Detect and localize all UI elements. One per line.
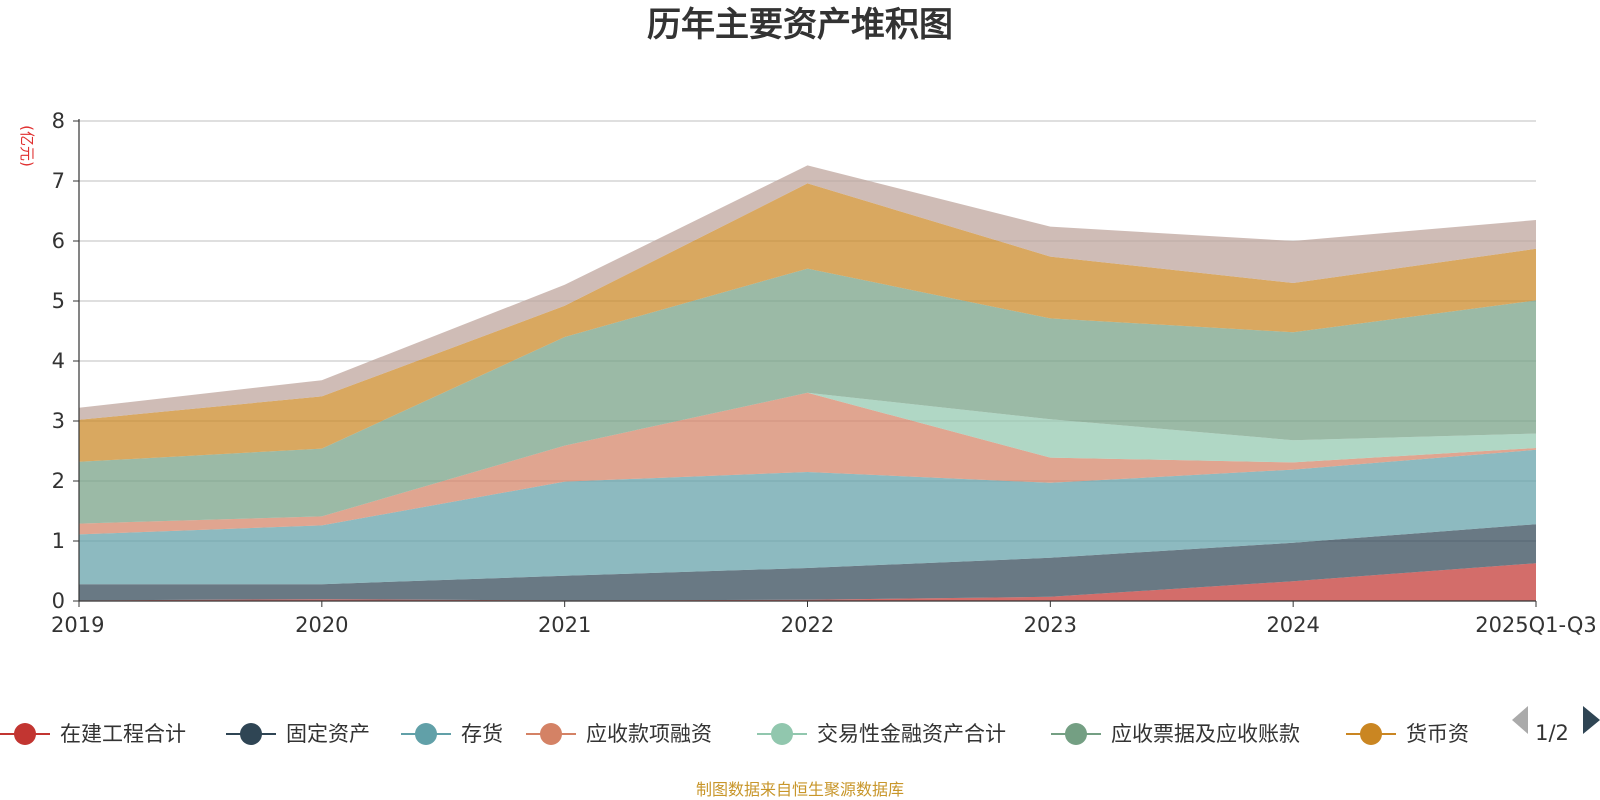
x-tick-label: 2020 [295,613,348,637]
legend-item[interactable]: 在建工程合计 [0,722,186,746]
legend-marker [1065,723,1087,745]
x-tick-label: 2023 [1024,613,1077,637]
area-series-2 [79,449,1536,585]
x-tick-label: 2021 [538,613,591,637]
y-tick-label: 7 [52,169,65,193]
legend-marker [415,723,437,745]
y-tick-label: 4 [52,349,65,373]
legend-label: 交易性金融资产合计 [817,722,1006,746]
stacked-areas [79,165,1536,601]
x-tick-label: 2019 [51,613,104,637]
y-tick-label: 3 [52,409,65,433]
y-axis-unit-label: (亿元) [18,125,36,167]
legend-page-indicator: 1/2 [1535,721,1569,745]
legend-item[interactable]: 应收款项融资 [526,722,712,746]
legend-marker [1360,723,1382,745]
legend-pager: 1/2 [1512,706,1600,745]
area-series-4 [79,392,1536,524]
y-tick-label: 1 [52,529,65,553]
x-tick-label: 2024 [1266,613,1319,637]
axes: 0 1 2 3 4 5 6 7 8 2019 2020 2021 2022 2023 2024 2025Q1-… [51,109,1597,637]
x-tick-label: 2025Q1-Q3 [1475,613,1597,637]
legend-item[interactable]: 固定资产 [226,722,370,746]
source-note: 制图数据来自恒生聚源数据库 [696,780,904,799]
legend-next-icon[interactable] [1583,706,1600,734]
x-tick-label: 2022 [781,613,834,637]
legend-marker [14,723,36,745]
legend-marker [540,723,562,745]
area-series-0 [79,563,1536,601]
area-series-1 [79,524,1536,601]
legend-marker [240,723,262,745]
area-series-7 [79,165,1536,420]
legend-marker [771,723,793,745]
legend-item[interactable]: 存货 [401,722,503,746]
legend-prev-icon[interactable] [1512,706,1528,734]
legend-label: 在建工程合计 [60,722,186,746]
chart-title: 历年主要资产堆积图 [647,5,953,45]
y-tick-label: 5 [52,289,65,313]
legend-label: 货币资 [1406,722,1469,746]
legend-item[interactable]: 交易性金融资产合计 [757,722,1006,746]
legend-label: 应收票据及应收账款 [1111,722,1300,746]
y-tick-label: 0 [52,589,65,613]
legend-label: 固定资产 [286,722,370,746]
legend-item[interactable]: 货币资 [1346,722,1469,746]
y-tick-label: 2 [52,469,65,493]
y-tick-label: 8 [52,109,65,133]
area-series-5 [79,268,1536,524]
legend-label: 应收款项融资 [586,722,712,746]
area-series-3 [79,392,1536,535]
legend: 在建工程合计 固定资产 存货 应收款项融资 交易性金融资产合计 应收票据及应收账款 货币资 [0,722,1469,746]
legend-label: 存货 [461,722,503,746]
legend-item[interactable]: 应收票据及应收账款 [1051,722,1300,746]
area-series-6 [79,183,1536,462]
y-tick-label: 6 [52,229,65,253]
